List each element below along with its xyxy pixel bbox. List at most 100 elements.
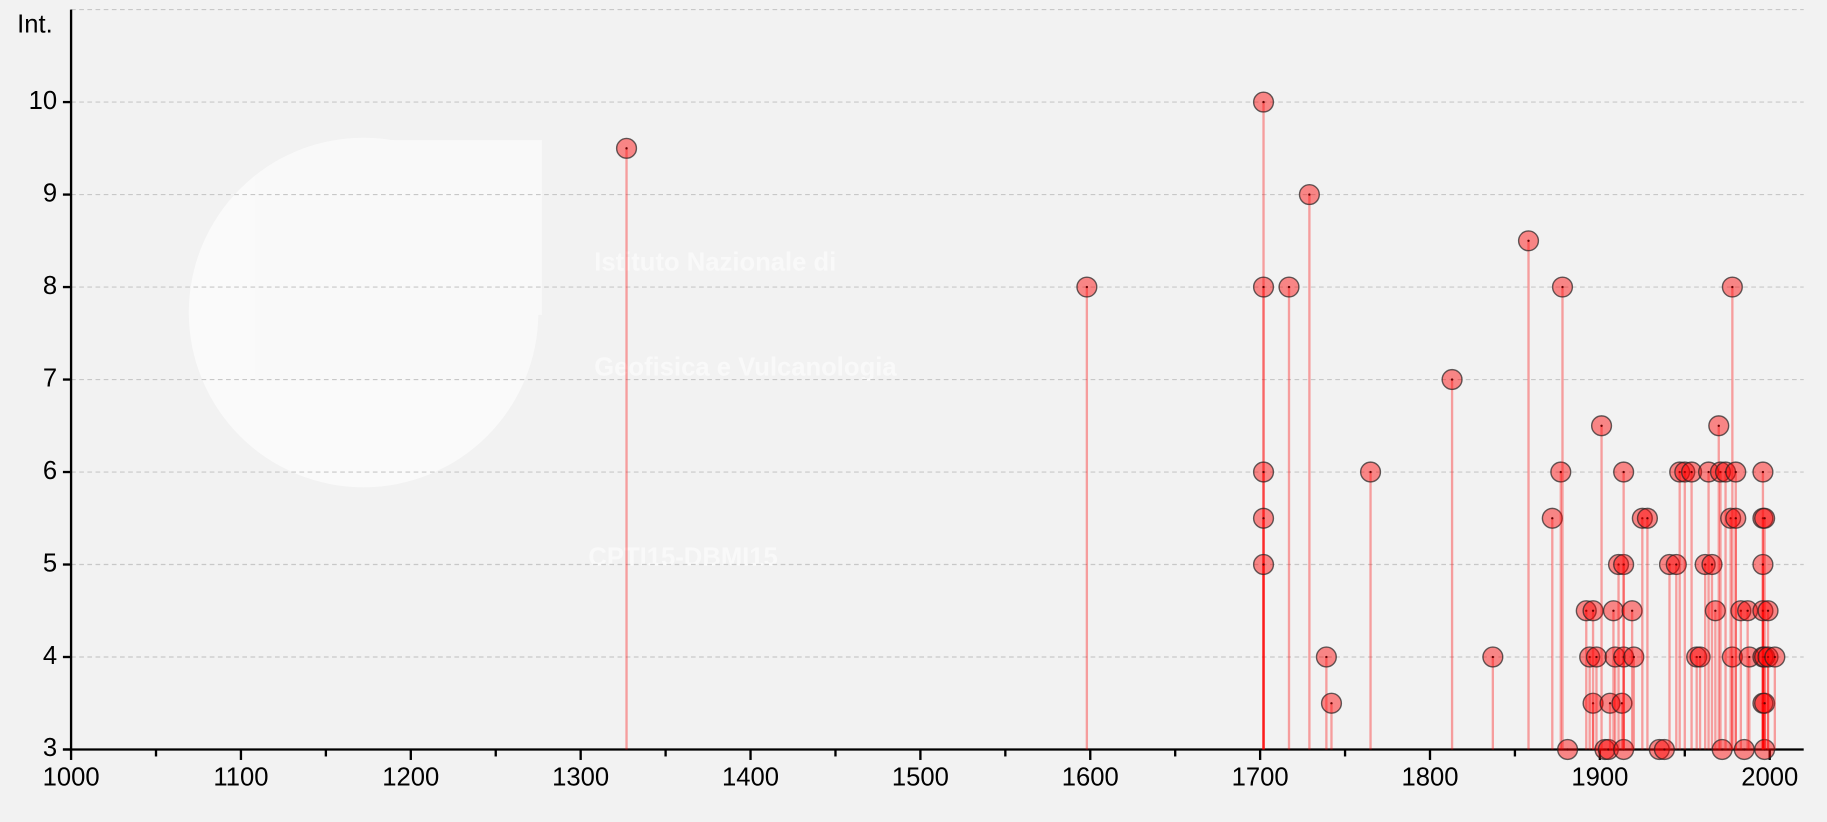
y-tick-label: 3 (43, 734, 57, 762)
point-center (1325, 655, 1328, 659)
point-center (1600, 424, 1603, 427)
point-center (1734, 517, 1737, 520)
x-tick-label: 1400 (722, 763, 779, 791)
point-center (1743, 748, 1746, 751)
point-center (1566, 748, 1569, 751)
point-center (1369, 470, 1372, 474)
y-tick-label: 9 (43, 179, 57, 207)
point-center (1612, 609, 1615, 612)
point-center (625, 147, 628, 150)
point-center (1763, 748, 1766, 751)
point-center (1683, 470, 1686, 474)
point-center (1450, 378, 1454, 381)
point-center (1559, 470, 1562, 474)
point-center (1607, 748, 1610, 751)
point-center (1262, 470, 1265, 474)
x-tick-label: 1300 (552, 763, 609, 791)
point-center (1262, 517, 1265, 520)
point-center (1766, 609, 1770, 612)
point-center (1763, 702, 1766, 705)
point-center (1763, 517, 1766, 520)
point-center (1588, 655, 1591, 659)
watermark-logo (188, 137, 542, 488)
point-center (1734, 470, 1737, 474)
x-tick-label: 1000 (43, 763, 100, 791)
point-center (1663, 748, 1666, 751)
point-center (1632, 655, 1635, 659)
point-center (1551, 517, 1554, 520)
y-tick-label: 8 (43, 272, 57, 300)
point-center (1773, 655, 1776, 659)
point-center (1714, 609, 1717, 612)
x-tick-label: 1700 (1232, 763, 1289, 791)
x-tick-label: 1200 (382, 763, 439, 791)
point-center (1561, 285, 1564, 289)
point-center (1731, 285, 1734, 289)
point-center (1330, 702, 1333, 705)
point-center (1622, 563, 1625, 566)
logo-block (349, 140, 542, 315)
y-axis-label: Int. (17, 11, 53, 39)
point-center (1641, 517, 1644, 520)
point-center (1630, 609, 1634, 612)
y-tick-label: 10 (29, 87, 58, 115)
point-center (1617, 563, 1620, 566)
point-center (1766, 655, 1770, 659)
watermark-text: CPTI15-DBMI15 (588, 543, 777, 571)
point-center (1761, 655, 1765, 659)
point-center (1707, 470, 1710, 474)
point-center (1761, 609, 1765, 612)
point-center (1646, 517, 1649, 520)
point-center (1720, 748, 1724, 751)
point-center (1761, 563, 1765, 566)
point-center (1591, 702, 1595, 705)
point-center (1608, 702, 1612, 705)
point-center (1613, 655, 1617, 659)
point-center (1308, 193, 1311, 196)
point-center (1585, 609, 1588, 612)
point-center (1595, 655, 1598, 659)
point-center (1739, 609, 1743, 612)
point-center (1761, 517, 1765, 520)
point-center (1622, 748, 1625, 751)
point-center (1491, 655, 1495, 659)
point-center (1591, 609, 1595, 612)
point-center (1710, 563, 1714, 566)
watermark-text: Istituto Nazionale di (594, 249, 836, 277)
point-center (1668, 563, 1671, 566)
point-center (1622, 470, 1625, 474)
point-center (1678, 470, 1681, 474)
x-tick-label: 2000 (1741, 763, 1798, 791)
point-center (1262, 563, 1265, 566)
point-center (1748, 655, 1751, 659)
x-tick-label: 1500 (892, 763, 949, 791)
x-tick-label: 1100 (213, 763, 268, 791)
y-tick-label: 7 (43, 364, 57, 392)
point-center (1620, 702, 1624, 705)
point-center (1719, 470, 1722, 474)
x-tick-label: 1900 (1571, 763, 1628, 791)
point-center (1761, 470, 1765, 474)
point-center (1603, 748, 1607, 751)
point-center (1675, 563, 1678, 566)
point-center (1698, 655, 1702, 659)
point-center (1761, 702, 1765, 705)
point-center (1658, 748, 1661, 751)
point-center (1287, 285, 1291, 289)
y-tick-label: 4 (43, 642, 57, 670)
point-center (1717, 424, 1720, 427)
y-tick-label: 5 (43, 549, 57, 577)
point-center (1262, 100, 1265, 104)
point-center (1527, 239, 1530, 242)
y-tick-label: 6 (43, 457, 57, 485)
point-center (1746, 609, 1749, 612)
point-center (1085, 285, 1089, 289)
point-center (1704, 563, 1707, 566)
point-center (1262, 285, 1265, 289)
point-center (1695, 655, 1698, 659)
point-center (1731, 655, 1734, 659)
x-tick-label: 1800 (1401, 763, 1458, 791)
point-center (1690, 470, 1693, 474)
